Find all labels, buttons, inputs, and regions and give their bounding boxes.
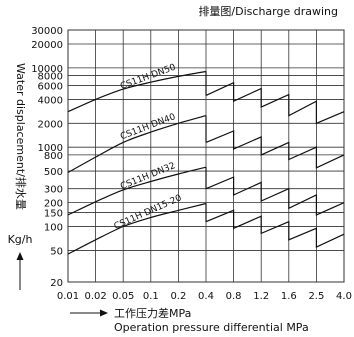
y-axis-label: Water displacement/排水量: [14, 63, 28, 210]
x-axis-label-en: Operation pressure differential MPa: [114, 321, 309, 334]
x-axis-label-cn: 工作压力差MPa: [114, 306, 191, 320]
x-tick-label: 0.02: [84, 291, 106, 302]
y-axis-arrow: [16, 252, 24, 290]
y-tick-label: 800: [44, 151, 63, 162]
y-tick-label: 30000: [31, 26, 63, 37]
y-tick-label: 8000: [38, 72, 63, 83]
series-sawtooth-0: [205, 81, 345, 125]
series-label: CS11H DN50: [119, 63, 177, 92]
x-tick-label: 0.1: [143, 291, 159, 302]
series-curve-3: [67, 202, 207, 255]
series-sawtooth-3: [205, 209, 345, 249]
x-axis-arrow: [70, 309, 108, 317]
x-tick-label: 0.2: [170, 291, 186, 302]
x-tick-label: 0.8: [226, 291, 242, 302]
y-tick-label: 300: [44, 185, 63, 196]
y-tick-label: 6000: [38, 81, 63, 92]
y-tick-label: 500: [44, 167, 63, 178]
x-tick-label: 1.2: [253, 291, 269, 302]
y-tick-label: 20: [50, 278, 63, 289]
series-curve-2: [67, 166, 207, 216]
y-tick-label: 200: [44, 199, 63, 210]
series-curve-1: [67, 115, 207, 174]
series-sawtooth-2: [205, 176, 345, 216]
x-tick-labels: 0.01 0.02 0.05 0.1 0.2 0.4 0.8 1.2 1.6 2.5 4.0: [57, 291, 352, 302]
y-tick-label: 4000: [38, 95, 63, 106]
grid: [67, 29, 345, 283]
series-curve-0: [67, 70, 207, 113]
y-axis-unit: Kg/h: [8, 233, 33, 246]
y-tick-label: 1000: [38, 143, 63, 154]
x-tick-label: 1.6: [281, 291, 297, 302]
x-tick-label: 4.0: [336, 291, 352, 302]
x-tick-label: 0.01: [57, 291, 79, 302]
y-tick-label: 10000: [31, 64, 63, 75]
chart-title: 排量图/Discharge drawing: [198, 4, 338, 18]
series-label: CS11H DN40: [119, 112, 177, 142]
series-lines: [67, 70, 345, 255]
x-tick-label: 0.05: [112, 291, 134, 302]
x-tick-label: 0.4: [198, 291, 214, 302]
x-tick-label: 2.5: [308, 291, 324, 302]
y-tick-label: 2000: [38, 119, 63, 130]
series-sawtooth-1: [205, 130, 345, 169]
y-tick-label: 50: [50, 246, 63, 257]
y-tick-label: 100: [44, 223, 63, 234]
y-tick-label: 20000: [31, 40, 63, 51]
y-tick-label: 150: [44, 209, 63, 220]
